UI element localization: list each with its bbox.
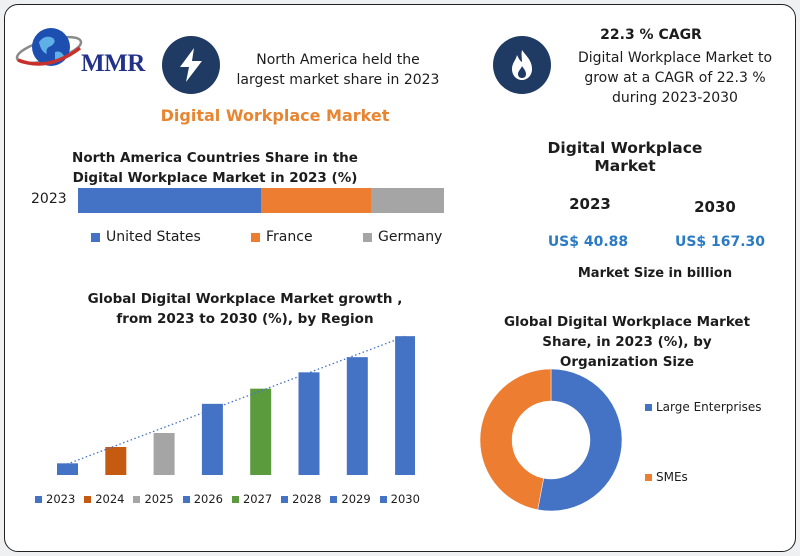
market-size-caption: Market Size in billion <box>577 266 733 281</box>
value-2023: US$ 40.88 <box>547 234 629 250</box>
growth-legend-item-2029: 2029 <box>330 491 371 507</box>
stacked-segment-united-states <box>78 188 261 213</box>
legend-swatch <box>363 232 372 242</box>
legend-label: 2024 <box>95 492 125 506</box>
legend-label: 2029 <box>341 492 371 506</box>
logo: MMR <box>15 20 165 82</box>
legend-label: 2026 <box>193 492 223 506</box>
donut-slice-smes <box>479 368 552 511</box>
growth-legend: 2023 2024 2025 2026 2027 2028 2029 2030 <box>35 491 420 507</box>
growth-legend-item-2030: 2030 <box>379 491 420 507</box>
growth-legend-item-2026: 2026 <box>182 491 223 507</box>
stacked-segment-france <box>261 188 371 213</box>
stacked-category-label: 2023 <box>31 191 67 207</box>
lightning-icon-badge <box>162 36 220 94</box>
legend-swatch <box>330 495 338 503</box>
stacked-segment-germany <box>370 188 444 213</box>
donut-legend: Large Enterprises SMEs <box>645 396 785 486</box>
lightning-bolt-icon <box>180 48 202 82</box>
growth-legend-item-2028: 2028 <box>281 491 321 507</box>
legend-swatch <box>84 495 92 503</box>
growth-chart <box>57 335 415 475</box>
highlight-right-text: Digital Workplace Market to grow at a CA… <box>577 50 773 106</box>
stacked-legend-item-united-states: United States <box>91 229 201 245</box>
main-title: Digital Workplace Market <box>160 106 390 125</box>
growth-legend-item-2025: 2025 <box>133 491 174 507</box>
legend-label: SMEs <box>656 470 688 484</box>
growth-legend-item-2023: 2023 <box>35 491 75 507</box>
infographic-page: MMR North America held the largest marke… <box>4 4 796 552</box>
legend-label: 2030 <box>390 492 420 506</box>
legend-label: France <box>266 229 313 245</box>
legend-label: Large Enterprises <box>656 400 762 414</box>
legend-label: 2025 <box>144 492 174 506</box>
growth-chart-title: Global Digital Workplace Market growth ,… <box>87 291 403 327</box>
growth-trendline <box>59 335 406 468</box>
legend-swatch <box>379 495 387 503</box>
legend-swatch <box>91 232 100 242</box>
legend-swatch <box>182 495 190 503</box>
growth-bar-2024 <box>105 447 127 475</box>
market-size-title: Digital Workplace Market <box>547 139 703 175</box>
stacked-legend-item-germany: Germany <box>363 229 442 245</box>
stacked-bar <box>78 188 444 213</box>
year-2023-label: 2023 <box>569 195 611 213</box>
legend-label: Germany <box>378 229 443 245</box>
growth-legend-item-2024: 2024 <box>84 491 125 507</box>
legend-swatch <box>133 495 141 503</box>
growth-bar-2023 <box>57 463 78 475</box>
legend-swatch <box>281 495 289 503</box>
donut-chart-title: Global Digital Workplace Market Share, i… <box>503 314 751 370</box>
cagr-title: 22.3 % CAGR <box>600 27 702 43</box>
highlight-left-text: North America held the largest market sh… <box>236 52 440 88</box>
donut-legend-item-large-enterprises: Large Enterprises <box>645 400 762 414</box>
legend-label: United States <box>106 229 201 245</box>
growth-bar-2027 <box>250 388 272 475</box>
donut-legend-item-smes: SMEs <box>645 470 688 484</box>
growth-bar-2026 <box>201 403 223 475</box>
year-2030-label: 2030 <box>694 198 736 216</box>
flame-icon-badge <box>493 36 551 94</box>
legend-swatch <box>251 232 260 242</box>
donut-slice-large-enterprises <box>537 368 623 512</box>
growth-bar-2028 <box>298 372 320 475</box>
legend-label: 2028 <box>292 492 322 506</box>
flame-icon <box>512 50 532 80</box>
legend-label: 2027 <box>242 492 273 506</box>
growth-legend-item-2027: 2027 <box>231 491 273 507</box>
logo-text: MMR <box>81 50 145 77</box>
growth-bar-2025 <box>153 433 175 475</box>
legend-label: 2023 <box>46 492 76 506</box>
stacked-legend: United States France Germany <box>91 229 451 249</box>
growth-bar-2029 <box>346 357 368 475</box>
stacked-chart-title: North America Countries Share in the Dig… <box>72 150 358 186</box>
donut-chart <box>479 368 623 512</box>
globe-icon <box>15 28 83 66</box>
legend-swatch <box>645 403 652 411</box>
legend-swatch <box>645 473 652 481</box>
growth-bar-2030 <box>395 336 415 475</box>
legend-swatch <box>35 495 42 503</box>
value-2030: US$ 167.30 <box>674 234 766 250</box>
stacked-legend-item-france: France <box>251 229 313 245</box>
legend-swatch <box>231 495 239 503</box>
